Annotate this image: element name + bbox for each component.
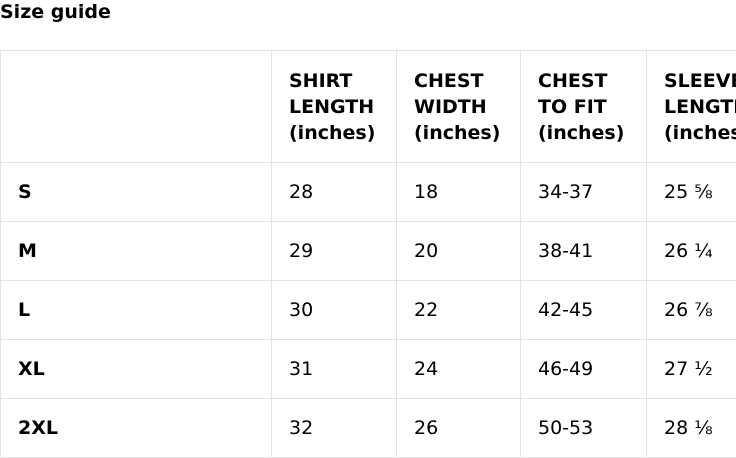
header-cell bbox=[0, 50, 272, 163]
size-table: SHIRT LENGTH (inches) CHEST WIDTH (inches… bbox=[0, 50, 736, 458]
size-cell: 2XL bbox=[0, 398, 272, 458]
value-cell: 46-49 bbox=[520, 339, 647, 399]
value-cell: 32 bbox=[271, 398, 397, 458]
header-cell: SHIRT LENGTH (inches) bbox=[271, 50, 397, 163]
value-cell: 30 bbox=[271, 280, 397, 340]
value-cell: 22 bbox=[396, 280, 521, 340]
value-cell: 18 bbox=[396, 162, 521, 222]
table-row: 2XL 32 26 50-53 28 ⅛ bbox=[0, 398, 736, 458]
value-cell: 28 bbox=[271, 162, 397, 222]
value-cell: 26 ⅞ bbox=[646, 280, 736, 340]
value-cell: 31 bbox=[271, 339, 397, 399]
header-cell: CHEST TO FIT (inches) bbox=[520, 50, 647, 163]
table-row: S 28 18 34-37 25 ⅝ bbox=[0, 162, 736, 222]
table-row: M 29 20 38-41 26 ¼ bbox=[0, 221, 736, 281]
value-cell: 25 ⅝ bbox=[646, 162, 736, 222]
value-cell: 38-41 bbox=[520, 221, 647, 281]
table-row: XL 31 24 46-49 27 ½ bbox=[0, 339, 736, 399]
table-container: SHIRT LENGTH (inches) CHEST WIDTH (inches… bbox=[0, 50, 736, 458]
title: Size guide bbox=[0, 1, 111, 23]
header-cell: SLEEVE LENGTH (inches) bbox=[646, 50, 736, 163]
value-cell: 24 bbox=[396, 339, 521, 399]
value-cell: 20 bbox=[396, 221, 521, 281]
value-cell: 34-37 bbox=[520, 162, 647, 222]
value-cell: 26 ¼ bbox=[646, 221, 736, 281]
size-cell: L bbox=[0, 280, 272, 340]
value-cell: 27 ½ bbox=[646, 339, 736, 399]
header-row: SHIRT LENGTH (inches) CHEST WIDTH (inches… bbox=[0, 50, 736, 163]
value-cell: 28 ⅛ bbox=[646, 398, 736, 458]
size-cell: M bbox=[0, 221, 272, 281]
table-row: L 30 22 42-45 26 ⅞ bbox=[0, 280, 736, 340]
value-cell: 42-45 bbox=[520, 280, 647, 340]
value-cell: 26 bbox=[396, 398, 521, 458]
size-cell: S bbox=[0, 162, 272, 222]
header-cell: CHEST WIDTH (inches) bbox=[396, 50, 521, 163]
size-cell: XL bbox=[0, 339, 272, 399]
value-cell: 29 bbox=[271, 221, 397, 281]
value-cell: 50-53 bbox=[520, 398, 647, 458]
